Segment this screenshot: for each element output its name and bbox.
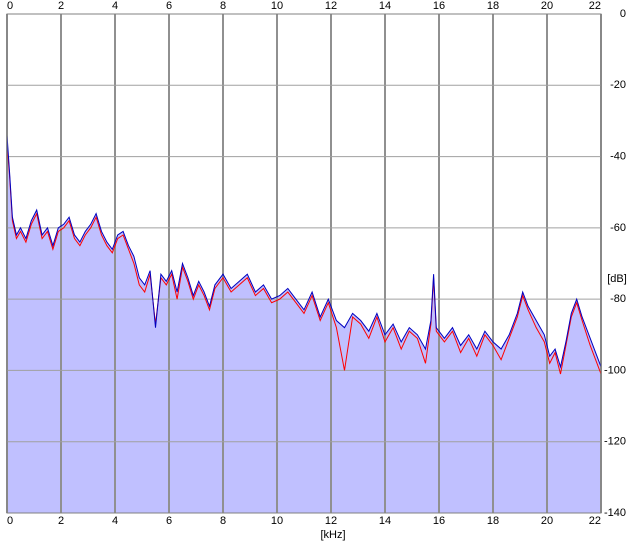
x-tick-label-bottom: 6 xyxy=(166,515,172,527)
x-tick-label-top: 14 xyxy=(379,0,391,12)
y-tick-label: -140 xyxy=(604,507,626,519)
x-tick-label-bottom: 8 xyxy=(220,515,226,527)
y-tick-label: -80 xyxy=(610,293,626,305)
x-tick-label-top: 10 xyxy=(271,0,283,12)
x-tick-label-top: 18 xyxy=(487,0,499,12)
x-tick-label-top: 0 xyxy=(7,0,13,12)
y-tick-label: -20 xyxy=(610,79,626,91)
x-tick-label-top: 6 xyxy=(166,0,172,12)
y-axis-label: [dB] xyxy=(607,273,627,285)
spectrum-line xyxy=(6,142,602,375)
x-tick-label-bottom: 18 xyxy=(487,515,499,527)
y-tick-label: 0 xyxy=(620,8,626,20)
x-tick-label-bottom: 0 xyxy=(7,515,13,527)
x-tick-label-bottom: 12 xyxy=(325,515,337,527)
x-tick-label-bottom: 16 xyxy=(433,515,445,527)
y-tick-label: -100 xyxy=(604,364,626,376)
y-tick-label: -40 xyxy=(610,150,626,162)
x-tick-label-bottom: 22 xyxy=(589,515,601,527)
x-tick-label-top: 4 xyxy=(112,0,118,12)
x-tick-label-bottom: 14 xyxy=(379,515,391,527)
x-tick-label-top: 12 xyxy=(325,0,337,12)
x-tick-label-bottom: 10 xyxy=(271,515,283,527)
spectrum-line xyxy=(6,135,602,369)
x-tick-label-top: 16 xyxy=(433,0,445,12)
y-tick-label: -120 xyxy=(604,436,626,448)
x-tick-label-top: 2 xyxy=(58,0,64,12)
x-tick-label-top: 20 xyxy=(541,0,553,12)
y-tick-label: -60 xyxy=(610,222,626,234)
x-tick-label-top: 22 xyxy=(589,0,601,12)
plot-frame xyxy=(6,13,602,514)
x-tick-label-bottom: 20 xyxy=(541,515,553,527)
x-tick-label-top: 8 xyxy=(220,0,226,12)
x-tick-label-bottom: 4 xyxy=(112,515,118,527)
x-axis-label: [kHz] xyxy=(320,529,345,541)
spectrum-fill xyxy=(7,135,601,513)
x-tick-label-bottom: 2 xyxy=(58,515,64,527)
